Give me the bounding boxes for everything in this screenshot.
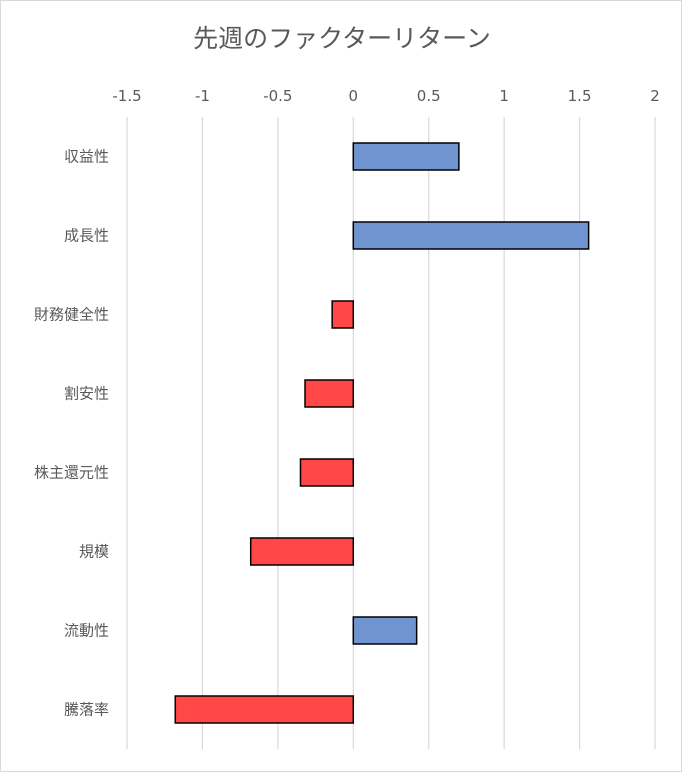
x-tick-label: 1.5	[568, 87, 592, 105]
x-tick-label: -1	[195, 87, 210, 105]
bar	[249, 537, 355, 566]
bar	[352, 616, 418, 645]
bar	[299, 458, 355, 487]
x-tick-label: -0.5	[263, 87, 292, 105]
category-label: 規模	[79, 543, 109, 561]
bar	[174, 695, 355, 724]
category-label: 流動性	[64, 622, 109, 640]
category-label: 収益性	[64, 148, 109, 166]
category-label: 株主還元性	[34, 464, 109, 482]
bars	[174, 142, 590, 724]
bar	[352, 221, 590, 250]
x-tick-label: -1.5	[112, 87, 141, 105]
grid-lines	[126, 117, 656, 749]
bar	[304, 379, 355, 408]
x-tick-label: 0	[349, 87, 359, 105]
category-label: 騰落率	[64, 701, 109, 719]
x-axis-tick-labels: -1.5 -1 -0.5 0 0.5 1 1.5 2	[112, 87, 659, 105]
bar	[331, 300, 355, 329]
x-tick-label: 1	[499, 87, 509, 105]
category-label: 割安性	[64, 385, 109, 403]
chart-title: 先週のファクターリターン	[193, 24, 491, 53]
category-label: 財務健全性	[34, 306, 109, 324]
x-tick-label: 0.5	[417, 87, 441, 105]
x-tick-label: 2	[650, 87, 660, 105]
category-label: 成長性	[64, 227, 109, 245]
bar	[352, 142, 460, 171]
